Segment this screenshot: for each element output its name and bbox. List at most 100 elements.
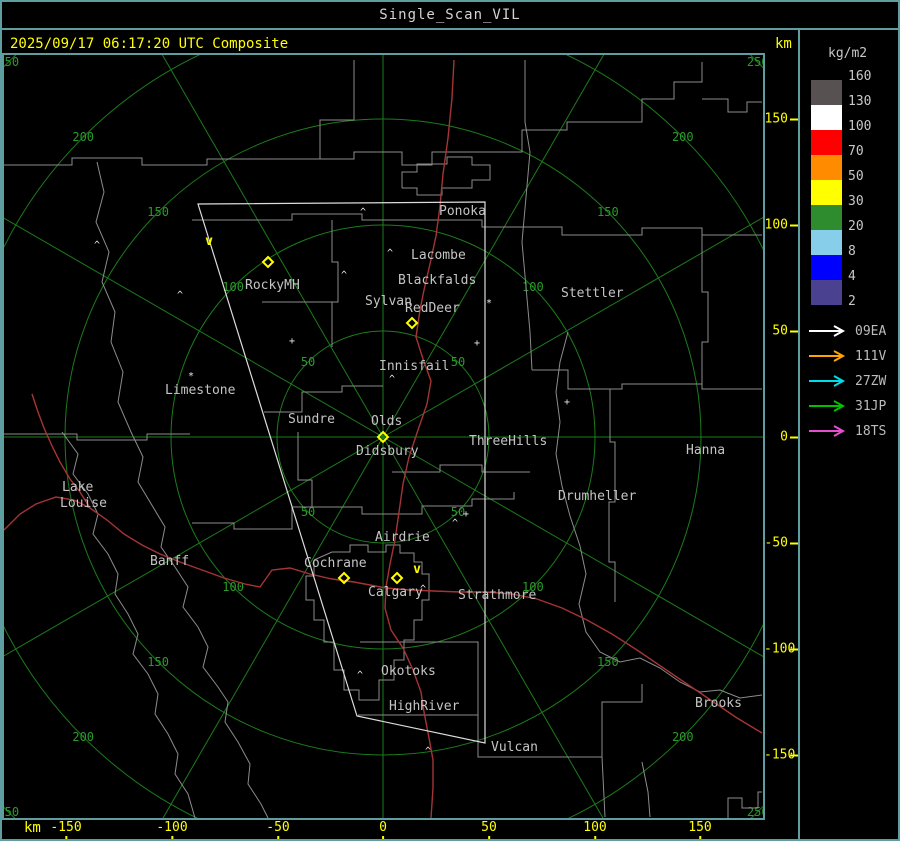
radar-site-row: 27ZW	[808, 373, 886, 389]
svg-text:v: v	[413, 562, 421, 577]
svg-text:+: +	[463, 509, 469, 520]
svg-text:HighRiver: HighRiver	[389, 699, 460, 714]
svg-text:ThreeHills: ThreeHills	[469, 434, 547, 449]
svg-text:^: ^	[425, 746, 431, 757]
svg-text:250: 250	[747, 55, 763, 69]
y-axis-unit-label: km	[775, 36, 792, 52]
radar-site-id: 27ZW	[855, 373, 887, 389]
svg-text:^: ^	[360, 207, 366, 218]
colorbar-unit-label: kg/m2	[828, 46, 868, 61]
colorbar-swatch	[811, 105, 842, 130]
svg-text:Lacombe: Lacombe	[411, 248, 466, 263]
colorbar-swatch	[811, 130, 842, 155]
radar-site-row: 31JP	[808, 398, 886, 414]
colorbar-swatch	[811, 230, 842, 255]
colorbar-value-label: 20	[848, 219, 864, 234]
svg-text:Limestone: Limestone	[165, 383, 236, 398]
svg-text:Didsbury: Didsbury	[356, 444, 419, 459]
svg-text:200: 200	[672, 730, 694, 744]
y-axis-tick: -150	[764, 748, 798, 763]
radar-site-id: 111V	[855, 348, 887, 364]
x-axis-tick: -50	[266, 820, 290, 839]
svg-text:50: 50	[451, 505, 465, 519]
radar-site-row: 18TS	[808, 423, 886, 439]
svg-text:Okotoks: Okotoks	[381, 664, 436, 679]
x-axis-tick: 0	[379, 820, 387, 839]
scan-timestamp: 2025/09/17 06:17:20 UTC Composite	[10, 36, 289, 52]
radar-site-id: 09EA	[855, 323, 887, 339]
svg-text:50: 50	[301, 355, 315, 369]
svg-text:200: 200	[72, 130, 94, 144]
svg-text:Olds: Olds	[371, 414, 402, 429]
svg-text:Vulcan: Vulcan	[491, 740, 538, 755]
y-axis-tick: 150	[764, 112, 798, 127]
svg-text:Calgary: Calgary	[368, 585, 423, 600]
radar-arrow-icon	[809, 350, 846, 362]
x-axis-tick: 100	[583, 820, 607, 839]
svg-text:RedDeer: RedDeer	[405, 301, 460, 316]
radar-arrow-icon	[809, 425, 846, 437]
radar-site-id: 31JP	[855, 398, 887, 414]
x-axis-tick: -150	[50, 820, 82, 839]
svg-text:Sundre: Sundre	[288, 412, 335, 427]
radar-arrow-icon	[809, 400, 846, 412]
svg-text:200: 200	[72, 730, 94, 744]
colorbar-swatch	[811, 280, 842, 305]
svg-text:^: ^	[452, 518, 458, 529]
colorbar-value-label: 100	[848, 119, 872, 134]
colorbar-swatch	[811, 255, 842, 280]
colorbar-value-label: 4	[848, 269, 856, 284]
svg-text:Ponoka: Ponoka	[439, 204, 486, 219]
radar-site-id: 18TS	[855, 423, 887, 439]
svg-text:150: 150	[597, 205, 619, 219]
panel-divider	[798, 30, 800, 839]
svg-text:Lake: Lake	[62, 480, 93, 495]
svg-text:*: *	[486, 298, 492, 309]
colorbar-swatch	[811, 205, 842, 230]
svg-text:Sylvan: Sylvan	[365, 294, 412, 309]
svg-text:250: 250	[4, 55, 19, 69]
colorbar-value-label: 2	[848, 294, 856, 309]
svg-text:RockyMH: RockyMH	[245, 278, 300, 293]
svg-text:Blackfalds: Blackfalds	[398, 273, 476, 288]
svg-text:^: ^	[387, 248, 393, 259]
svg-text:Drumheller: Drumheller	[558, 489, 636, 504]
svg-text:250: 250	[4, 805, 19, 818]
colorbar-value-label: 160	[848, 69, 872, 84]
svg-text:Strathmore: Strathmore	[458, 588, 536, 603]
svg-text:Airdrie: Airdrie	[375, 530, 430, 545]
x-axis-unit-label: km	[24, 820, 41, 836]
svg-text:^: ^	[94, 240, 100, 251]
svg-text:Stettler: Stettler	[561, 286, 624, 301]
x-axis-tick: -100	[156, 820, 188, 839]
x-axis-tick: 150	[688, 820, 712, 839]
svg-text:100: 100	[222, 580, 244, 594]
y-axis-tick: 100	[764, 218, 798, 233]
y-axis-tick: 50	[764, 324, 798, 339]
colorbar-value-label: 8	[848, 244, 856, 259]
svg-text:150: 150	[597, 655, 619, 669]
svg-text:Banff: Banff	[150, 554, 189, 569]
svg-text:+: +	[474, 338, 480, 349]
title-bar: Single_Scan_VIL	[2, 2, 898, 30]
colorbar-swatch	[811, 155, 842, 180]
window-title: Single_Scan_VIL	[379, 7, 521, 23]
svg-text:Louise: Louise	[60, 496, 107, 511]
svg-text:^: ^	[420, 584, 426, 595]
svg-text:^: ^	[389, 374, 395, 385]
svg-text:^: ^	[341, 270, 347, 281]
colorbar-value-label: 130	[848, 94, 872, 109]
svg-text:100: 100	[522, 280, 544, 294]
x-axis-tick: 50	[481, 820, 497, 839]
svg-text:+: +	[564, 397, 570, 408]
radar-arrow-icon	[809, 325, 846, 337]
y-axis-tick: -50	[764, 536, 798, 551]
svg-text:+: +	[289, 336, 295, 347]
svg-text:100: 100	[222, 280, 244, 294]
svg-text:*: *	[188, 371, 194, 382]
colorbar-swatch	[811, 180, 842, 205]
svg-text:Cochrane: Cochrane	[304, 556, 367, 571]
